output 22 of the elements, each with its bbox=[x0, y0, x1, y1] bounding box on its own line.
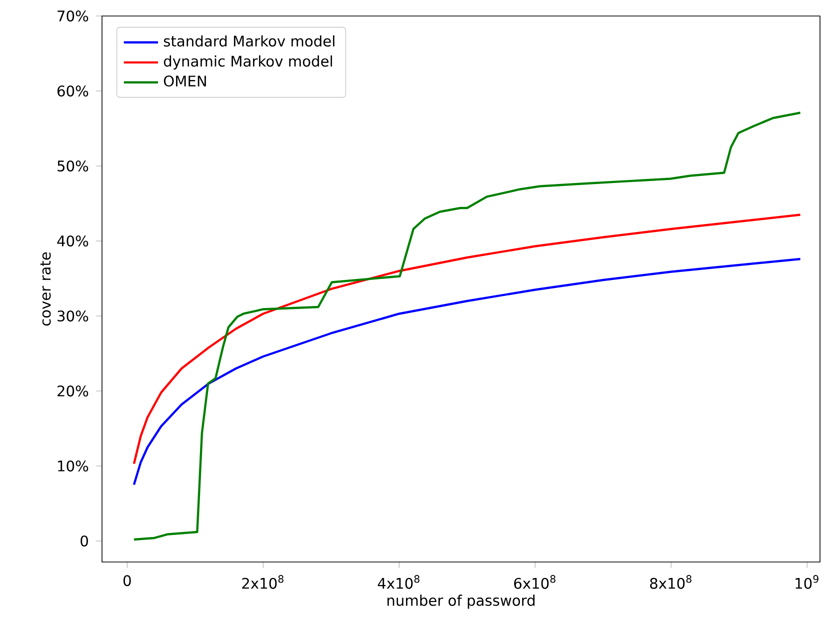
legend-label: OMEN bbox=[164, 76, 206, 87]
y-tick-label: 50% bbox=[58, 160, 88, 172]
x-tick-label: 10$^{9}$ bbox=[796, 575, 818, 589]
y-tick-label: 60% bbox=[57, 85, 88, 97]
line-series bbox=[132, 214, 802, 465]
legend-label: dynamic Markov model bbox=[164, 55, 332, 70]
y-tick-label: 10% bbox=[58, 460, 88, 472]
y-tick-label: 40% bbox=[57, 235, 88, 247]
y-tick-label: 70% bbox=[58, 10, 88, 22]
line-series bbox=[132, 112, 802, 541]
x-tick-label: 4x10$^{8}$ bbox=[378, 575, 420, 589]
y-tick-label: 20% bbox=[58, 385, 88, 397]
x-tick-label: 0 bbox=[123, 575, 131, 586]
legend-label: standard Markov model bbox=[164, 35, 334, 47]
x-axis-title: number of password bbox=[388, 594, 535, 609]
y-tick-label: 0 bbox=[80, 535, 88, 547]
y-axis-title: cover rate bbox=[40, 252, 51, 326]
y-tick-label: 30% bbox=[58, 310, 88, 322]
x-tick-label: 8x10$^{8}$ bbox=[650, 575, 692, 589]
x-tick-label: 6x10$^{8}$ bbox=[514, 575, 556, 589]
x-tick-label: 2x10$^{8}$ bbox=[242, 575, 284, 589]
line-series bbox=[132, 258, 802, 486]
